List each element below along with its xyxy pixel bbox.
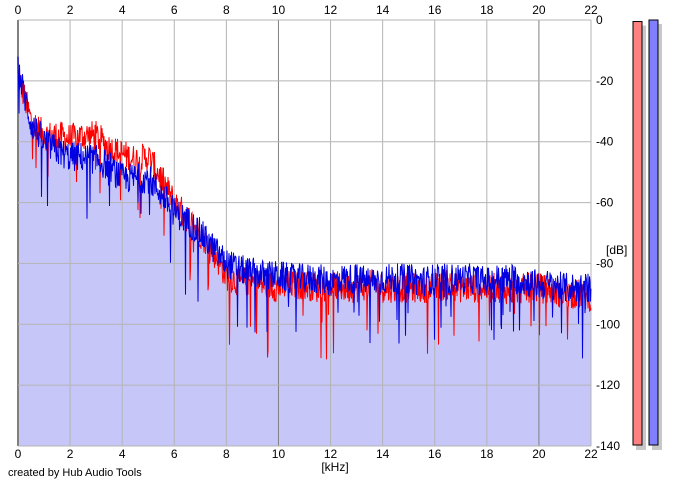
x-tick-label: 6: [171, 3, 178, 17]
level-meter-right: [648, 19, 659, 446]
series-right-line: [17, 56, 592, 359]
y-tick-label: -140: [596, 439, 620, 453]
level-meter-left: [632, 21, 643, 446]
x-tick-label: 0: [15, 3, 22, 17]
y-tick-label: -80: [596, 256, 614, 270]
y-tick-label: -40: [596, 135, 614, 149]
x-tick-label-bottom: 22: [584, 447, 598, 461]
credit-text: created by Hub Audio Tools: [8, 467, 142, 479]
x-tick-label-bottom: 18: [480, 447, 494, 461]
x-tick-label: 22: [584, 3, 598, 17]
x-tick-label: 12: [324, 3, 338, 17]
x-tick-label-bottom: 20: [532, 447, 546, 461]
y-tick-label: -120: [596, 378, 620, 392]
x-tick-label-bottom: 12: [324, 447, 338, 461]
y-tick-label: -60: [596, 196, 614, 210]
x-tick-label-bottom: 8: [223, 447, 230, 461]
x-tick-label-bottom: 6: [171, 447, 178, 461]
x-axis-label: [kHz]: [321, 460, 348, 474]
x-tick-label: 10: [272, 3, 286, 17]
x-tick-label-bottom: 0: [15, 447, 22, 461]
x-tick-label-bottom: 10: [272, 447, 286, 461]
x-tick-label-bottom: 4: [119, 447, 126, 461]
y-axis-label: [dB]: [606, 243, 627, 257]
y-tick-label: 0: [596, 13, 603, 27]
x-tick-label-bottom: 2: [67, 447, 74, 461]
x-tick-label: 18: [480, 3, 494, 17]
x-tick-label: 2: [67, 3, 74, 17]
y-tick-label: -100: [596, 317, 620, 331]
x-tick-label-bottom: 14: [376, 447, 390, 461]
x-tick-label: 8: [223, 3, 230, 17]
x-tick-label: 14: [376, 3, 390, 17]
spectrum-fill-area: [18, 56, 591, 446]
y-tick-label: -20: [596, 74, 614, 88]
x-tick-label: 16: [428, 3, 442, 17]
x-tick-label-bottom: 16: [428, 447, 442, 461]
x-tick-label: 4: [119, 3, 126, 17]
x-tick-label: 20: [532, 3, 546, 17]
